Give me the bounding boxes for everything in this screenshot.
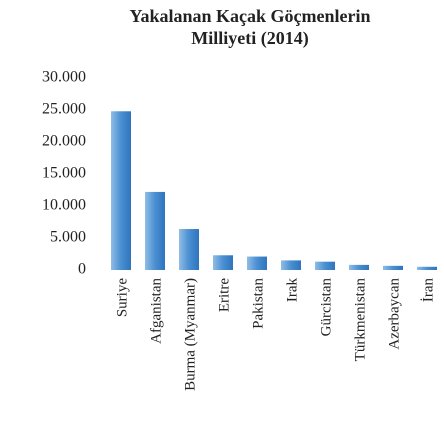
y-tick-label: 15.000 <box>42 165 86 182</box>
bar <box>145 191 165 270</box>
bar <box>315 261 335 270</box>
y-tick-label: 25.000 <box>42 101 86 118</box>
y-tick-label: 20.000 <box>42 133 86 150</box>
x-tick-label: Pakistan <box>250 278 266 329</box>
bar <box>111 111 131 270</box>
bar <box>383 265 403 270</box>
bar <box>281 260 301 270</box>
x-tick-label: Eritre <box>216 278 232 312</box>
x-tick-label: İran <box>420 278 436 303</box>
bar <box>179 229 199 270</box>
x-tick-label: Afganistan <box>148 278 164 344</box>
x-tick-label: Türkmenistan <box>352 278 368 362</box>
y-tick-label: 10.000 <box>42 197 86 214</box>
bar <box>247 256 267 270</box>
y-tick-label: 30.000 <box>42 69 86 86</box>
x-tick-label: Burma (Myanmar) <box>182 278 198 391</box>
x-tick-label: Gürcistan <box>318 278 334 337</box>
x-tick-label: Azerbaycan <box>386 278 402 350</box>
bar <box>213 255 233 270</box>
x-tick-label: Suriye <box>114 278 130 318</box>
y-tick-label: 5.000 <box>50 229 86 246</box>
bar <box>349 264 369 270</box>
y-tick-label: 0 <box>78 261 86 278</box>
chart-title: Yakalanan Kaçak Göçmenlerin Milliyeti (20… <box>129 6 370 49</box>
bar <box>417 266 437 270</box>
x-tick-label: Irak <box>284 278 300 303</box>
